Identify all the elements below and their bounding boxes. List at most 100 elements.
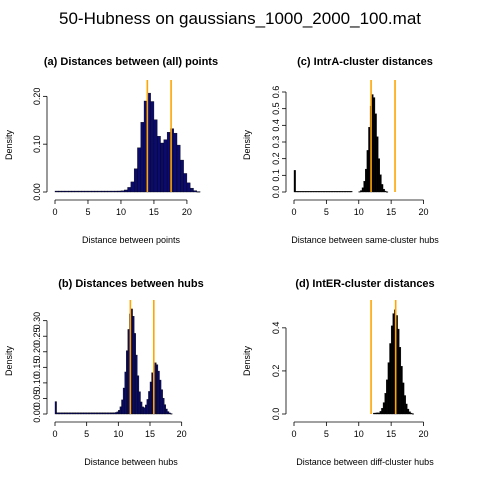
panel-b-bar-72 bbox=[168, 412, 171, 415]
panel-b-y-tick-label-4: 0.20 bbox=[32, 343, 42, 361]
panel-c-x-tick-label-2: 10 bbox=[354, 207, 364, 217]
panel-b-bar-33 bbox=[107, 412, 110, 415]
panel-b-bar-37 bbox=[113, 412, 116, 415]
panel-d-bar-4 bbox=[379, 411, 382, 415]
panel-d-bar-12 bbox=[392, 313, 395, 415]
panel-b-bar-1 bbox=[56, 412, 59, 415]
panel-b-bar-28 bbox=[99, 412, 102, 415]
panel-b-bar-12 bbox=[73, 412, 76, 415]
panel-d-bar-9 bbox=[387, 362, 390, 415]
panel-a-bar-9 bbox=[84, 190, 89, 193]
panel-c-bar-41 bbox=[366, 150, 369, 193]
panel-c-bar-12 bbox=[313, 191, 316, 193]
panel-b-bar-22 bbox=[89, 412, 92, 415]
panel-b-bar-70 bbox=[165, 408, 168, 415]
panel-c-y-tick-label-3: 0.3 bbox=[271, 136, 281, 149]
panel-d-x-tick-label-1: 5 bbox=[324, 429, 329, 439]
panel-a-bar-37 bbox=[176, 144, 181, 193]
panel-b-bar-5 bbox=[62, 412, 65, 415]
panel-d-bar-3 bbox=[378, 412, 380, 415]
panel-c-x-tick-label-4: 20 bbox=[419, 207, 429, 217]
panel-d-bar-2 bbox=[376, 412, 379, 415]
panel-c-bar-22 bbox=[329, 191, 332, 193]
panel-d-bar-1 bbox=[374, 412, 377, 415]
panel-d-bar-0 bbox=[373, 412, 376, 415]
panel-a-bar-24 bbox=[133, 168, 138, 193]
panel-c-bar-24 bbox=[332, 191, 335, 193]
panel-c-bar-44 bbox=[371, 94, 374, 193]
panel-d: (d) IntER-cluster distances Distance bet… bbox=[242, 278, 435, 467]
panel-b-bar-24 bbox=[92, 412, 95, 415]
panel-a-bar-14 bbox=[100, 190, 105, 193]
panel-a-bar-6 bbox=[74, 190, 79, 193]
panel-c-bar-25 bbox=[334, 191, 337, 193]
panel-b-bar-67 bbox=[160, 389, 163, 415]
panel-b-bar-42 bbox=[121, 399, 124, 415]
panel-a-bar-4 bbox=[68, 190, 72, 193]
panel-a-x-axis: 0 5 10 15 20 bbox=[52, 199, 192, 217]
panel-d-bar-17 bbox=[400, 366, 403, 415]
panel-a-bar-22 bbox=[127, 187, 132, 193]
panel-b-x-tick-label-2: 10 bbox=[113, 429, 123, 439]
panel-c-bar-19 bbox=[324, 191, 327, 193]
panel-a-reference-lines bbox=[146, 80, 172, 192]
panel-b-bar-23 bbox=[91, 412, 94, 415]
panel-b-bar-55 bbox=[141, 406, 144, 415]
panel-a-xlabel: Distance between points bbox=[82, 235, 181, 245]
panel-b-title: (b) Distances between hubs bbox=[58, 278, 203, 290]
panel-b-bar-69 bbox=[164, 404, 167, 415]
panel-c-bar-13 bbox=[314, 191, 317, 193]
panel-a-bar-23 bbox=[130, 181, 135, 193]
panel-c-bar-38 bbox=[361, 187, 364, 193]
panel-c-y-axis: 0.0 0.1 0.2 0.3 0.4 0.5 0.6 bbox=[271, 86, 287, 198]
panel-b-bar-63 bbox=[154, 362, 157, 415]
panel-b-bars bbox=[54, 308, 173, 415]
panel-b-bar-60 bbox=[149, 381, 152, 415]
panel-d-bar-5 bbox=[381, 408, 384, 415]
panel-c-bar-48 bbox=[378, 158, 380, 193]
panel-b-x-tick-label-0: 0 bbox=[52, 429, 57, 439]
panel-c-bar-53 bbox=[386, 191, 389, 193]
panel-a-bars bbox=[54, 92, 201, 193]
panel-b-bar-45 bbox=[126, 350, 129, 415]
panel-c-y-tick-label-4: 0.4 bbox=[271, 119, 281, 132]
panel-c-y-tick-label-6: 0.6 bbox=[271, 86, 281, 99]
panel-b-bar-59 bbox=[148, 391, 151, 415]
panel-c-bar-36 bbox=[358, 191, 361, 193]
panel-c-ylabel: Density bbox=[242, 129, 252, 160]
panel-d-bar-16 bbox=[399, 347, 402, 415]
panel-c-bar-18 bbox=[322, 191, 325, 193]
panel-b-bar-39 bbox=[116, 411, 119, 415]
panel-c-bar-4 bbox=[300, 191, 303, 193]
panel-c-y-tick-label-2: 0.2 bbox=[271, 152, 281, 165]
panel-b-bar-17 bbox=[81, 412, 84, 415]
panel-c-bar-14 bbox=[316, 191, 319, 193]
panel-c-bar-29 bbox=[340, 191, 343, 193]
panel-b-bar-34 bbox=[108, 412, 111, 415]
panel-a-ylabel: Density bbox=[4, 129, 14, 160]
panel-b-bar-51 bbox=[135, 354, 138, 415]
panel-c-bar-45 bbox=[373, 97, 376, 193]
panel-c-bar-21 bbox=[327, 191, 330, 193]
panel-c-bar-26 bbox=[335, 191, 338, 193]
panel-c-bar-15 bbox=[318, 191, 321, 193]
panel-a-bar-21 bbox=[124, 189, 128, 193]
panel-c-bar-27 bbox=[337, 191, 340, 193]
panel-b-bar-61 bbox=[151, 372, 154, 415]
panel-d-xlabel: Distance between diff-cluster hubs bbox=[296, 457, 434, 467]
panel-c-bar-2 bbox=[297, 191, 300, 193]
panel-b-bar-27 bbox=[97, 412, 100, 415]
panel-b-bar-44 bbox=[124, 371, 127, 415]
panel-b-bar-58 bbox=[146, 399, 149, 415]
panel-b-bar-43 bbox=[122, 387, 125, 415]
panel-d-x-tick-label-3: 15 bbox=[386, 429, 396, 439]
main-title: 50-Hubness on gaussians_1000_2000_100.ma… bbox=[59, 9, 421, 28]
panel-a-bar-0 bbox=[54, 190, 59, 193]
panel-a-bar-16 bbox=[107, 190, 112, 193]
panel-c-bar-1 bbox=[295, 191, 298, 193]
panel-b-bar-2 bbox=[57, 412, 60, 415]
panel-d-bar-10 bbox=[389, 343, 392, 415]
panel-d-bar-11 bbox=[390, 325, 393, 415]
panel-a-bar-20 bbox=[120, 190, 125, 193]
panel-d-bar-20 bbox=[405, 403, 408, 415]
